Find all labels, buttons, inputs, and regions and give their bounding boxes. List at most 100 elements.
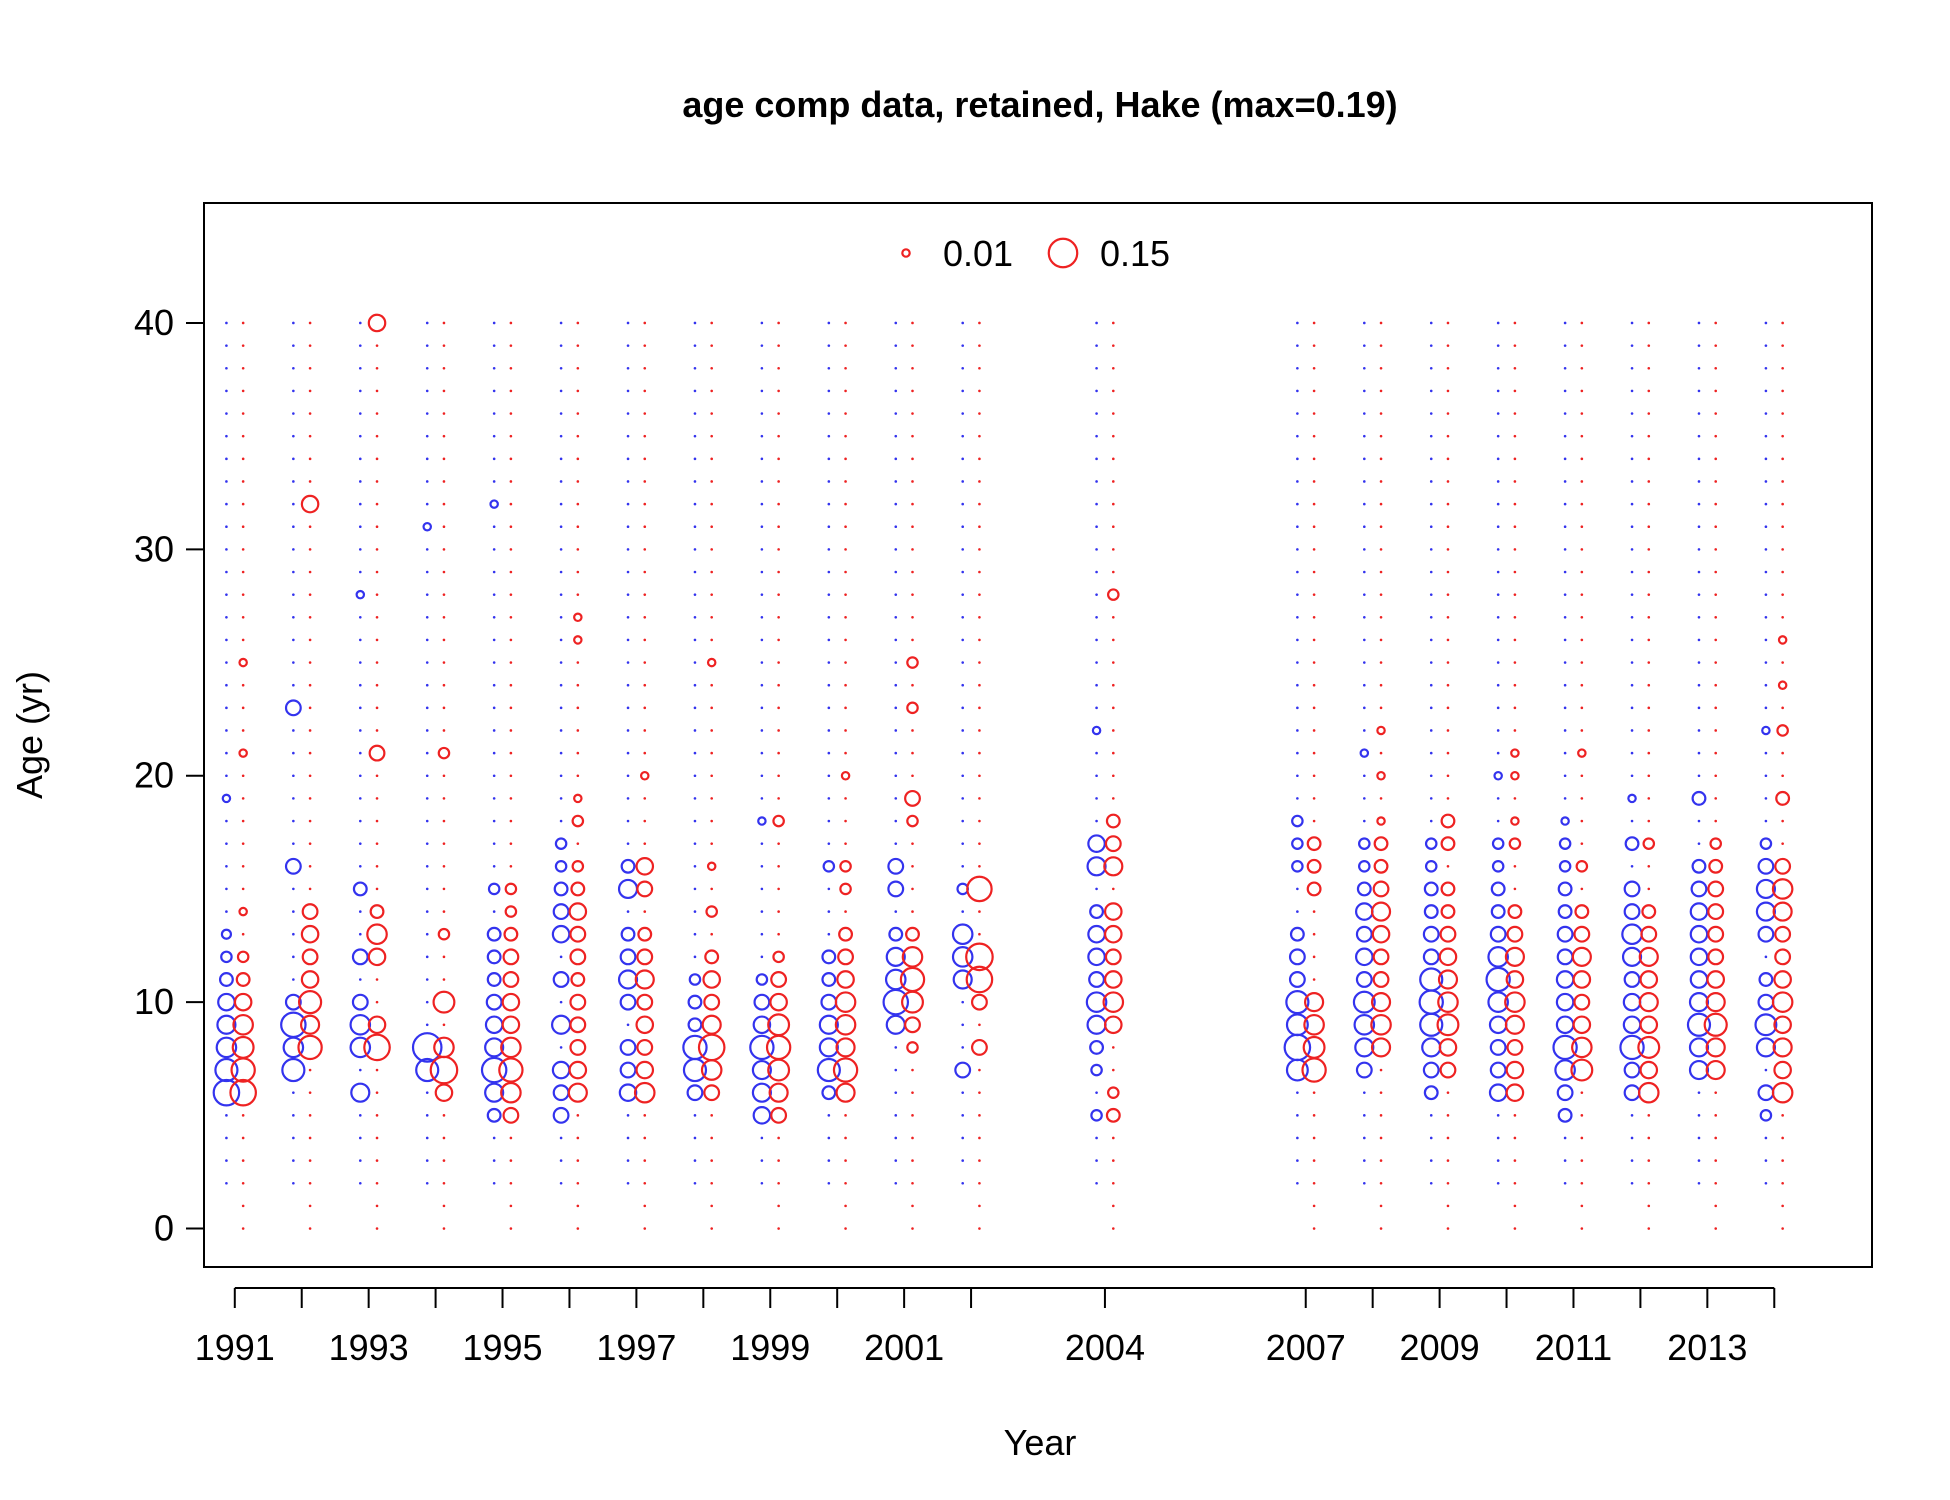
female-zero-point — [1697, 706, 1701, 710]
female-zero-point — [1095, 887, 1098, 891]
male-zero-point — [442, 1023, 446, 1027]
female-zero-point — [894, 321, 898, 325]
female-zero-point — [225, 819, 228, 823]
male-zero-point — [1580, 729, 1584, 732]
male-zero-point — [1580, 389, 1584, 393]
female-zero-point — [559, 955, 563, 959]
y-tick-label: 10 — [134, 981, 174, 1022]
female-zero-point — [559, 683, 563, 687]
female-zero-point — [1764, 797, 1768, 800]
male-zero-point — [308, 366, 312, 370]
male-zero-point — [509, 1181, 513, 1185]
female-bubble — [220, 950, 233, 964]
female-zero-point — [1363, 797, 1366, 800]
male-zero-point — [1312, 819, 1316, 823]
female-zero-point — [1095, 683, 1098, 687]
x-axis: 1991 1993 1995 1997 1999 2001 2004 2007 2009 2011… — [195, 1287, 1776, 1368]
female-bubble — [818, 1014, 839, 1035]
male-bubble — [1573, 925, 1591, 943]
female-zero-point — [559, 1136, 563, 1140]
male-zero-point — [509, 525, 513, 529]
female-zero-point — [225, 502, 228, 506]
male-zero-point — [643, 910, 647, 913]
male-zero-point — [643, 1181, 647, 1185]
male-bubble — [965, 942, 994, 972]
male-bubble — [1705, 992, 1726, 1013]
male-zero-point — [442, 389, 446, 393]
male-zero-point — [442, 480, 446, 483]
male-zero-point — [643, 480, 647, 483]
male-bubble — [1641, 904, 1657, 920]
female-zero-point — [1563, 615, 1567, 619]
x-tick-label: 1991 — [195, 1327, 275, 1368]
male-zero-point — [1446, 434, 1450, 438]
female-zero-point — [894, 797, 898, 800]
male-zero-point — [1647, 593, 1651, 596]
y-tick-label: 30 — [134, 528, 174, 569]
female-bubble — [1755, 1037, 1777, 1058]
female-bubble — [951, 923, 974, 946]
male-zero-point — [643, 797, 647, 800]
male-bubble — [834, 1013, 857, 1036]
male-zero-point — [643, 321, 647, 325]
male-bubble — [701, 1014, 722, 1035]
male-zero-point — [1714, 1136, 1718, 1140]
male-zero-point — [777, 615, 780, 619]
female-zero-point — [827, 344, 831, 347]
female-zero-point — [1764, 366, 1768, 370]
female-zero-point — [225, 570, 228, 574]
male-zero-point — [777, 412, 780, 415]
female-zero-point — [492, 548, 496, 551]
female-zero-point — [358, 910, 362, 913]
male-bubble — [1705, 1059, 1726, 1081]
male-zero-point — [777, 887, 780, 891]
female-bubble — [1624, 836, 1640, 852]
male-zero-point — [1781, 593, 1784, 596]
female-bubble — [1757, 857, 1775, 875]
male-zero-point — [1781, 1114, 1784, 1117]
female-bubble — [1556, 925, 1574, 943]
female-zero-point — [425, 593, 429, 596]
male-zero-point — [777, 1159, 780, 1162]
female-zero-point — [1429, 525, 1433, 529]
year-column-1993 — [349, 313, 391, 1230]
male-zero-point — [978, 932, 981, 936]
male-zero-point — [844, 1204, 847, 1208]
female-zero-point — [1764, 434, 1768, 438]
male-bubble — [501, 992, 521, 1012]
female-bubble — [284, 699, 302, 717]
male-bubble — [1642, 837, 1656, 850]
male-bubble — [1103, 902, 1123, 921]
female-bubble — [620, 926, 636, 942]
female-zero-point — [425, 389, 429, 393]
male-zero-point — [643, 548, 647, 551]
male-zero-point — [710, 774, 713, 778]
male-bubble — [1104, 948, 1122, 966]
male-zero-point — [978, 1091, 981, 1094]
female-zero-point — [292, 1114, 295, 1117]
male-bubble — [966, 875, 993, 903]
female-zero-point — [1496, 819, 1500, 823]
female-bubble — [1755, 878, 1777, 900]
male-zero-point — [710, 593, 713, 596]
female-bubble — [1554, 1059, 1576, 1081]
male-zero-point — [643, 1204, 647, 1208]
female-zero-point — [827, 1181, 831, 1185]
female-zero-point — [1697, 638, 1701, 642]
female-zero-point — [559, 434, 563, 438]
female-bubble — [217, 992, 236, 1012]
male-zero-point — [375, 412, 379, 415]
male-zero-point — [1379, 797, 1383, 800]
female-zero-point — [827, 638, 831, 642]
female-zero-point — [626, 366, 630, 370]
male-zero-point — [710, 389, 713, 393]
female-zero-point — [225, 842, 228, 845]
male-zero-point — [777, 480, 780, 483]
male-zero-point — [442, 1227, 446, 1230]
female-zero-point — [1363, 480, 1366, 483]
female-zero-point — [894, 412, 898, 415]
female-zero-point — [1563, 412, 1567, 415]
female-zero-point — [225, 683, 228, 687]
female-bubble — [553, 881, 569, 897]
